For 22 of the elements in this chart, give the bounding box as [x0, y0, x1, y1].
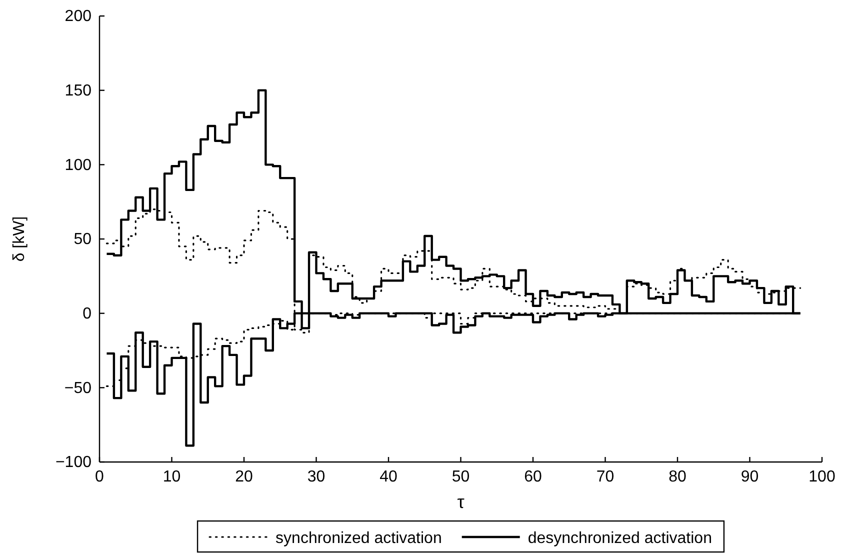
x-tick-label: 30: [307, 468, 326, 486]
x-tick-label: 50: [452, 468, 470, 486]
x-tick-label: 0: [95, 468, 104, 486]
x-tick-label: 40: [380, 468, 398, 486]
x-tick-label: 20: [235, 468, 253, 486]
x-axis-title: τ: [457, 492, 464, 512]
x-tick-label: 10: [162, 468, 181, 486]
y-tick-label: 0: [82, 305, 92, 322]
y-tick-label: −100: [55, 454, 92, 472]
y-tick-label: 150: [64, 82, 92, 100]
y-axis-title: δ [kW]: [11, 216, 28, 262]
y-tick-label: 200: [64, 8, 92, 26]
x-tick-label: 60: [524, 468, 542, 486]
legend-label: desynchronized activation: [528, 530, 712, 547]
y-tick-label: 100: [64, 156, 92, 174]
x-tick-label: 100: [808, 468, 836, 486]
x-tick-label: 80: [668, 468, 686, 486]
y-tick-label: −50: [64, 380, 92, 397]
legend-label: synchronized activation: [276, 530, 442, 547]
x-tick-label: 70: [596, 468, 614, 486]
x-tick-label: 90: [740, 468, 759, 486]
y-tick-label: 50: [74, 231, 92, 248]
